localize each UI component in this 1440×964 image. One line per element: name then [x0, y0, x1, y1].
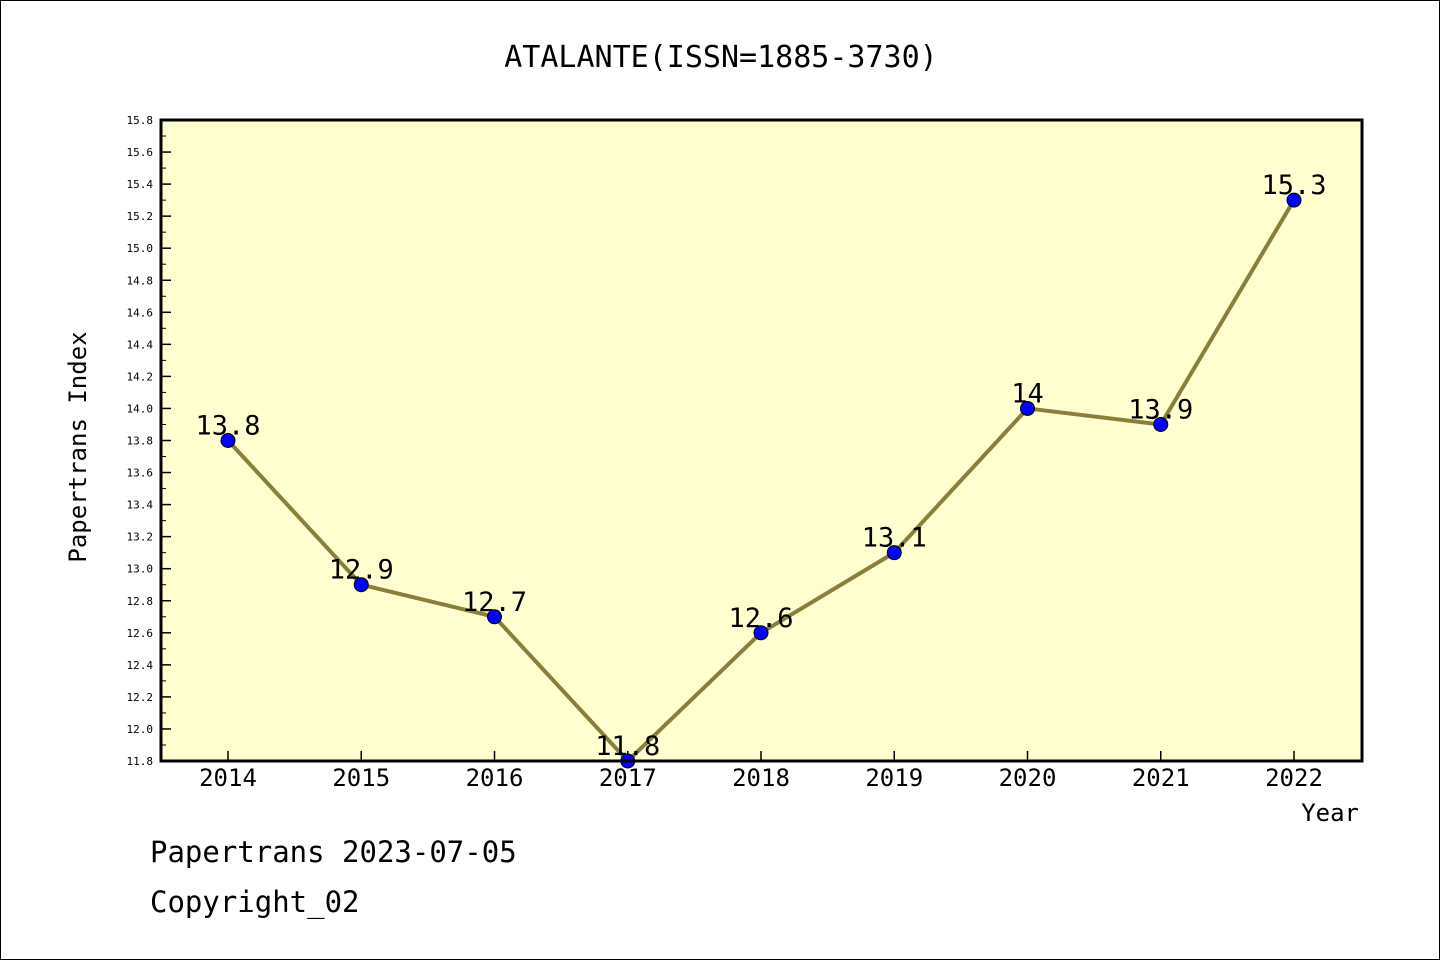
- data-label: 13.1: [862, 523, 927, 554]
- data-label: 14: [1011, 378, 1044, 409]
- x-tick-label: 2021: [1132, 764, 1190, 792]
- y-tick-label: 13.4: [127, 499, 154, 512]
- data-point: [886, 545, 902, 561]
- plot-border: [159, 118, 1364, 763]
- data-label: 11.8: [595, 731, 660, 762]
- y-tick-label: 14.0: [127, 402, 154, 415]
- x-axis: 2014 2015 2016 2017 2018 2019 2020 2021 2022: [199, 751, 1323, 792]
- series-layer: 13.8 12.9 12.7 11.8 12.6 13.1 14 13.9 15.3: [195, 170, 1327, 769]
- data-point: [220, 433, 236, 448]
- data-point: [1020, 400, 1035, 416]
- y-tick-label: 13.8: [127, 435, 154, 448]
- x-tick-label: 2014: [199, 764, 257, 792]
- x-tick-label: 2016: [466, 764, 524, 792]
- data-point: [753, 625, 769, 641]
- chart-title: ATALANTE(ISSN=1885-3730): [504, 40, 937, 75]
- y-tick-label: 13.6: [127, 467, 154, 480]
- y-tick-label: 12.6: [127, 627, 154, 640]
- footer-copyright: Copyright_02: [150, 885, 360, 919]
- x-tick-label: 2018: [732, 764, 790, 792]
- y-tick-label: 14.2: [127, 370, 154, 383]
- y-tick-label: 12.8: [127, 595, 154, 608]
- y-tick-label: 14.4: [127, 338, 154, 351]
- y-axis: 11.8 12.0 12.2 12.4 12.6 12.8 13.0 13.2 13.4 13.6…: [127, 114, 171, 768]
- data-label: 15.3: [1261, 170, 1326, 201]
- footer-date: Papertrans 2023-07-05: [150, 835, 517, 869]
- y-tick-label: 12.2: [127, 691, 154, 704]
- x-tick-label: 2015: [332, 764, 390, 792]
- x-tick-label: 2017: [599, 764, 657, 792]
- x-axis-label: Year: [1301, 799, 1359, 827]
- x-tick-label: 2020: [999, 764, 1057, 792]
- y-tick-label: 15.4: [127, 178, 154, 191]
- data-point: [353, 577, 369, 593]
- y-tick-label: 12.0: [127, 723, 154, 736]
- data-label: 12.7: [462, 587, 527, 618]
- data-label: 13.9: [1128, 394, 1193, 425]
- data-point: [487, 609, 502, 625]
- data-point: [1286, 192, 1302, 208]
- y-axis-label: Papertrans Index: [64, 331, 92, 562]
- y-tick-label: 14.6: [127, 306, 154, 319]
- data-label: 12.9: [329, 555, 394, 586]
- y-tick-label: 13.0: [127, 563, 154, 576]
- y-tick-label: 15.0: [127, 242, 154, 255]
- data-label: 12.6: [728, 603, 793, 634]
- data-label: 13.8: [195, 411, 260, 442]
- plot-area: [161, 120, 1362, 761]
- y-tick-label: 11.8: [127, 755, 154, 768]
- y-tick-label: 12.4: [127, 659, 154, 672]
- y-tick-label: 15.8: [127, 114, 154, 127]
- x-tick-label: 2019: [865, 764, 923, 792]
- x-tick-label: 2022: [1265, 764, 1323, 792]
- y-tick-label: 14.8: [127, 274, 154, 287]
- y-tick-label: 15.2: [127, 210, 154, 223]
- y-tick-label: 13.2: [127, 531, 154, 544]
- data-point: [1153, 416, 1169, 432]
- y-tick-label: 15.6: [127, 146, 154, 159]
